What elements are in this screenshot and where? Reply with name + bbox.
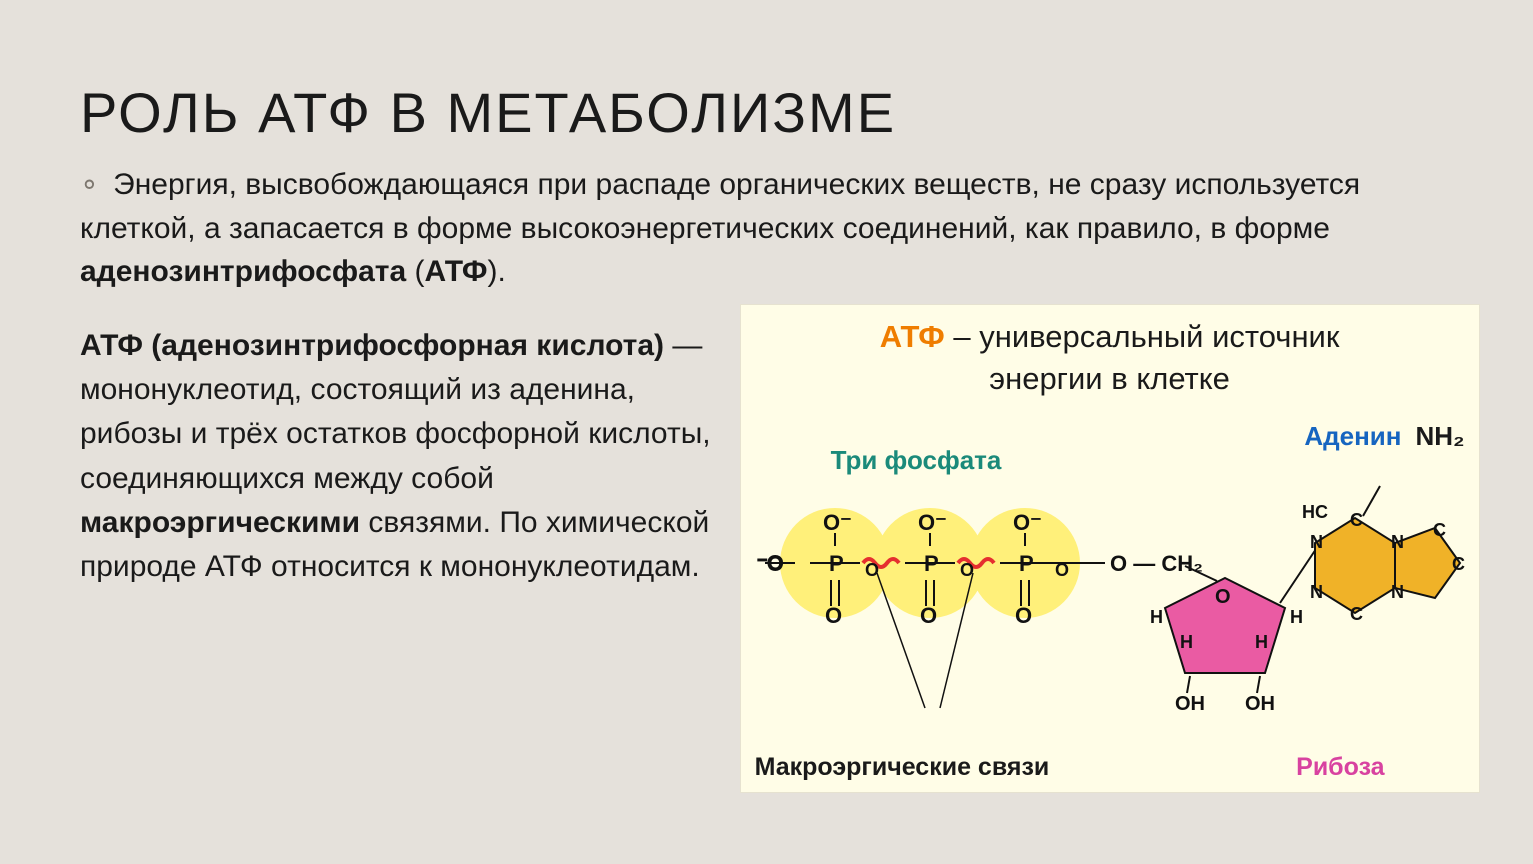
intro-bold-atp: АТФ [425, 255, 488, 288]
def-bold-macro: макроэргическими [80, 506, 360, 539]
atp-label: АТФ [880, 319, 945, 354]
svg-text:H: H [1255, 632, 1268, 652]
svg-text:O: O [920, 603, 937, 628]
svg-text:C: C [1350, 510, 1363, 530]
ribose-label: Рибоза [1296, 753, 1384, 782]
slide-title: РОЛЬ АТФ В МЕТАБОЛИЗМЕ [80, 80, 1453, 145]
svg-text:O: O [825, 603, 842, 628]
intro-bold-atp-full: аденозинтрифосфата [80, 255, 406, 288]
svg-text:N: N [1391, 582, 1404, 602]
svg-text:N: N [1310, 532, 1323, 552]
svg-text:HC: HC [1302, 502, 1328, 522]
diagram-heading: АТФ – универсальный источник [755, 319, 1465, 355]
svg-text:O⁻: O⁻ [918, 510, 947, 535]
svg-text:CH: CH [1452, 554, 1465, 574]
svg-text:H: H [1150, 607, 1163, 627]
svg-text:C: C [1433, 520, 1446, 540]
heading-rest: – универсальный источник [945, 319, 1340, 354]
svg-text:N: N [1310, 582, 1323, 602]
svg-text:H: H [1180, 632, 1193, 652]
svg-text:P: P [1019, 551, 1034, 576]
svg-text:O: O [1015, 603, 1032, 628]
bullet-icon: ∘ [80, 168, 99, 201]
svg-text:H: H [1290, 607, 1303, 627]
svg-text:P: P [924, 551, 939, 576]
intro-paragraph: ∘ Энергия, высвобождающаяся при распаде … [80, 163, 1453, 294]
svg-text:N: N [1391, 532, 1404, 552]
svg-text:O⁻: O⁻ [1013, 510, 1042, 535]
svg-text:O — CH₂: O — CH₂ [1110, 551, 1203, 576]
svg-text:O⁻: O⁻ [823, 510, 852, 535]
svg-text:C: C [1350, 604, 1363, 624]
molecule-svg: ⁻O P P P O⁻ O⁻ O⁻ O O O O O O [755, 448, 1465, 753]
diagram-subheading: энергии в клетке [755, 361, 1465, 397]
atp-diagram: АТФ – универсальный источник энергии в к… [740, 304, 1480, 793]
svg-text:OH: OH [1175, 693, 1205, 715]
svg-text:O: O [1215, 586, 1231, 608]
svg-text:O: O [865, 560, 879, 580]
svg-text:OH: OH [1245, 693, 1275, 715]
definition-block: АТФ (аденозинтрифосфорная кислота) — мон… [80, 324, 712, 590]
svg-text:⁻O: ⁻O [757, 553, 783, 575]
svg-text:P: P [829, 551, 844, 576]
tri-phosphate-label: Три фосфата [831, 445, 1002, 476]
def-term: АТФ (аденозинтрифосфорная кислота) [80, 329, 664, 362]
macro-bonds-label: Макроэргические связи [755, 753, 1050, 782]
intro-text: Энергия, высвобождающаяся при распаде ор… [80, 168, 1360, 245]
svg-text:O: O [1055, 560, 1069, 580]
